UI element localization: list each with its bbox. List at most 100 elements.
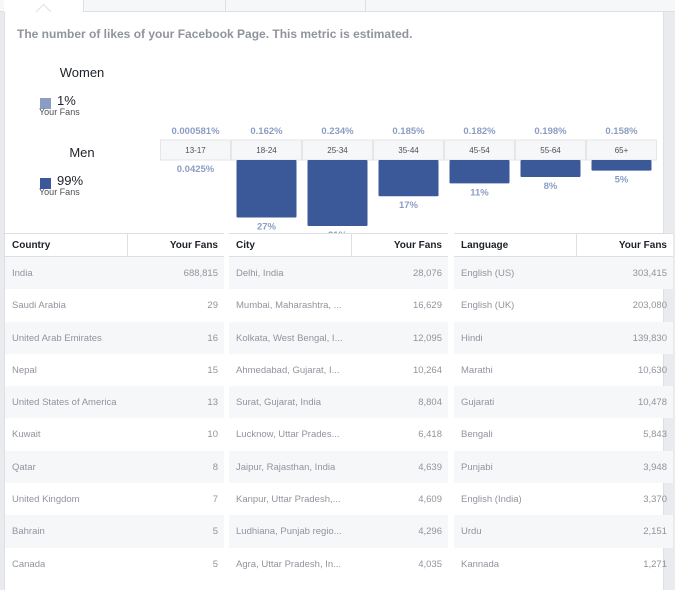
legend-men-label: Men [69,145,95,160]
table-row: Bengali 5,843 [454,418,673,450]
fans-count-cell: 5 [212,558,218,570]
table-row: United Kingdom 7 [5,483,224,515]
women-value-label: 0.182% [463,126,496,137]
top-tab-strip [0,0,675,12]
women-sub-label: Your Fans [39,107,80,117]
country-name-cell: United Arab Emirates [12,332,102,344]
legend-women-label: Women [59,65,105,80]
fans-count-cell: 4,609 [418,494,442,506]
language-table: Language Your Fans English (US) 303,415 Engl… [454,233,673,580]
column-header-city[interactable]: City [236,240,255,251]
men-bar [591,160,652,171]
city-name-cell: Ludhiana, Punjab regio... [236,526,342,538]
city-table: City Your Fans Delhi, India 28,076 Mumbai, M… [229,233,448,580]
tab-separator [225,0,226,12]
country-name-cell: Bahrain [12,526,45,538]
city-name-cell: Delhi, India [236,268,284,279]
table-row: Punjabi 3,948 [454,450,673,484]
fans-count-cell: 2,151 [643,526,667,538]
legend-men-row: 99% Your Fans [37,173,127,203]
fans-count-cell: 13 [207,397,218,409]
tab-fans-active[interactable] [4,0,84,12]
column-header-your-fans[interactable]: Your Fans [618,240,667,251]
fans-count-cell: 1,271 [643,558,667,570]
fans-count-cell: 688,815 [183,268,218,279]
language-name-cell: Gujarati [461,397,495,409]
fans-count-cell: 8,804 [418,397,442,409]
language-name-cell: Bengali [461,429,493,441]
women-value-label: 0.234% [321,126,354,137]
table-row: Lucknow, Uttar Prades... 6,418 [229,418,448,450]
table-row: Urdu 2,151 [454,515,673,548]
fans-count-cell: 6,418 [418,429,442,441]
women-value-label: 0.185% [392,126,425,137]
age-gender-chart: 0.000581% 13-17 0.0425% 0.162% 18-24 27% 0.234… [160,112,665,247]
table-row: Kannada 1,271 [454,548,673,580]
legend-men: Men 99% Your Fans [37,145,127,197]
table-row: Canada 5 [5,548,224,580]
age-tick-label: 45-54 [469,146,490,155]
fans-count-cell: 4,035 [418,558,442,570]
language-name-cell: English (US) [461,268,515,279]
table-row: Kolkata, West Bengal, I... 12,095 [229,321,448,354]
header-separator [351,234,352,258]
column-header-language[interactable]: Language [461,240,509,251]
fans-count-cell: 4,639 [418,461,442,473]
women-value-label: 0.158% [605,126,638,137]
table-row: Delhi, India 28,076 [229,257,448,290]
fans-count-cell: 10,630 [637,364,667,376]
table-row: Nepal 15 [5,354,224,386]
table-row: Agra, Uttar Pradesh, In... 4,035 [229,548,448,580]
table-gap [449,233,454,590]
age-gender-chart-svg: 0.000581% 13-17 0.0425% 0.162% 18-24 27% 0.234… [160,126,657,241]
men-value-label: 17% [399,200,419,211]
people-panel: The number of likes of your Facebook Pag… [4,12,673,590]
table-row: Bahrain 5 [5,515,224,548]
language-name-cell: Kannada [461,558,500,570]
country-name-cell: United States of America [12,397,117,409]
table-row: United States of America 13 [5,386,224,419]
country-name-cell: Kuwait [12,429,41,441]
fans-count-cell: 303,415 [632,268,667,279]
country-table-header: Country Your Fans [5,233,224,258]
age-axis-band [160,139,231,161]
city-table-body: Delhi, India 28,076 Mumbai, Maharashtra, .… [229,257,448,580]
city-name-cell: Agra, Uttar Pradesh, In... [236,558,342,570]
men-sub-label: Your Fans [39,187,80,197]
city-name-cell: Jaipur, Rajasthan, India [236,461,336,473]
table-row: English (India) 3,370 [454,483,673,515]
men-value-label: 0.0425% [177,164,215,175]
age-tick-label: 18-24 [256,146,277,155]
table-row: Gujarati 10,478 [454,386,673,419]
table-row: Jaipur, Rajasthan, India 4,639 [229,450,448,484]
table-row: India 688,815 [5,257,224,290]
column-header-your-fans[interactable]: Your Fans [169,240,218,251]
fans-count-cell: 139,830 [632,332,667,344]
legend-women: Women 1% Your Fans [37,65,127,117]
table-row: Kanpur, Uttar Pradesh,... 4,609 [229,483,448,515]
women-percent: 1% [57,93,76,108]
country-name-cell: Nepal [12,364,37,376]
men-value-label: 8% [544,181,558,192]
men-percent: 99% [57,173,84,188]
table-row: Surat, Gujarat, India 8,804 [229,386,448,419]
fans-count-cell: 203,080 [632,300,667,312]
column-header-country[interactable]: Country [12,240,51,251]
city-name-cell: Lucknow, Uttar Prades... [236,429,340,441]
fans-count-cell: 8 [212,461,218,473]
country-name-cell: India [12,268,33,279]
men-bar [236,160,297,218]
table-row: Ludhiana, Punjab regio... 4,296 [229,515,448,548]
fans-count-cell: 28,076 [412,268,442,279]
metric-description: The number of likes of your Facebook Pag… [17,27,413,41]
fans-count-cell: 10 [207,429,218,441]
age-tick-label: 55-64 [540,146,561,155]
table-row: Mumbai, Maharashtra, ... 16,629 [229,289,448,321]
table-row: Marathi 10,630 [454,354,673,386]
header-separator [127,234,128,258]
fans-count-cell: 10,478 [637,397,667,409]
country-name-cell: Canada [12,558,46,570]
men-value-label: 27% [257,221,277,232]
city-name-cell: Ahmedabad, Gujarat, I... [236,364,340,376]
column-header-your-fans[interactable]: Your Fans [393,240,442,251]
